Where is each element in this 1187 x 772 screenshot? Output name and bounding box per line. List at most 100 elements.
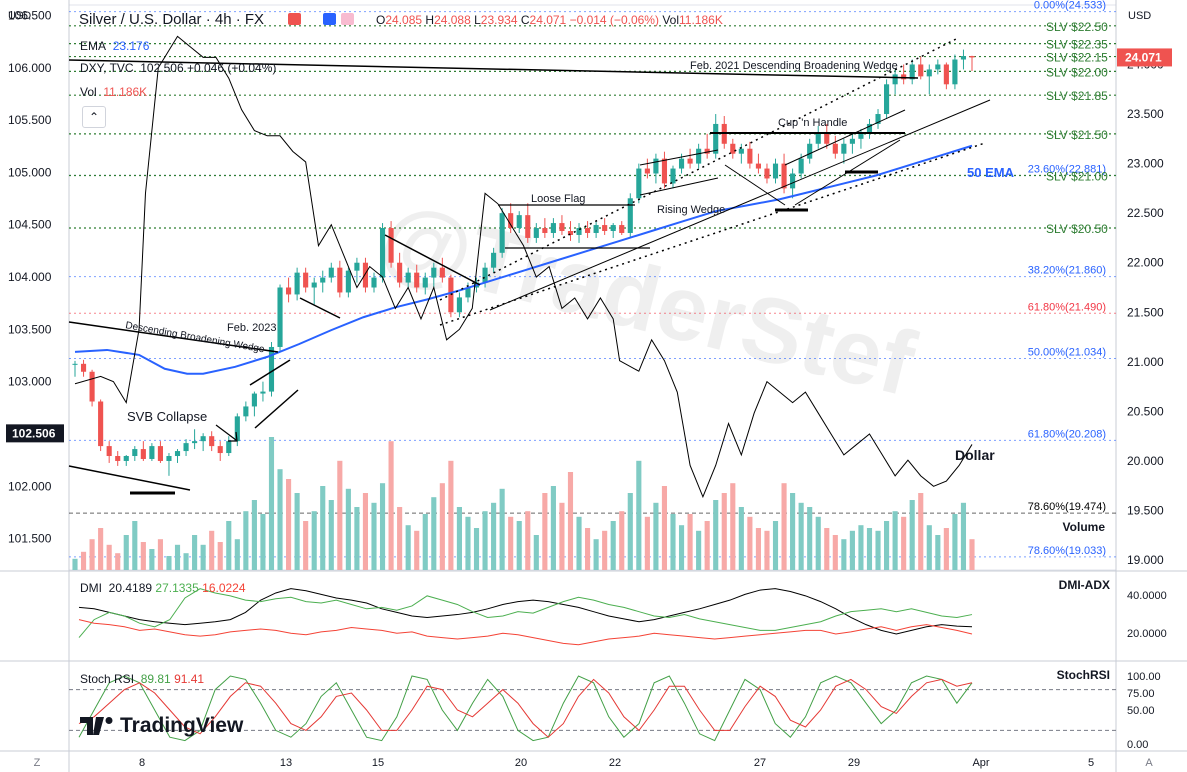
volume-bar [80,551,87,570]
candle-body [217,446,223,454]
candle-body [696,148,702,164]
candle-body [576,228,582,235]
fib-label: 50.00%(21.034) [1028,346,1106,358]
volume-bar [943,528,949,570]
candle-body [875,114,881,124]
volume-bar [337,460,343,570]
volume-bar [132,521,138,570]
dxy-price-label: 102.506 [12,426,56,440]
left-axis-tick: 103.500 [8,322,52,336]
fib-label: 61.80%(21.490) [1028,301,1106,313]
slv-level-label: SLV $22.15 [1046,51,1108,65]
candle-body [892,74,898,85]
market-status-icon[interactable] [323,13,336,25]
candle-body [559,223,565,231]
right-axis-tick: 22.000 [1127,256,1164,270]
dxy-legend[interactable]: DXY, TVC 102.506 +0.046 (+0.04%) [80,61,277,75]
volume-bar [473,528,480,570]
stoch-legend[interactable]: Stoch RSI 89.81 91.41 [80,672,205,686]
currency-left[interactable]: USD [8,10,32,22]
volume-bar [687,514,693,570]
volume-bar [192,535,198,570]
volume-bar [884,521,890,570]
volume-bar [824,528,830,570]
candle-body [328,267,334,278]
candle-body [286,287,292,295]
volume-bar [918,493,924,570]
candle-body [627,198,633,233]
x-axis-tick: 5 [1088,757,1094,769]
candle-body [132,449,138,457]
volume-bar [209,530,215,570]
volume-bar [123,535,129,570]
candle-body [790,173,796,189]
volume-legend[interactable]: Vol 11.186K [80,85,148,99]
volume-bar [525,511,531,570]
collapse-legend-chevron-icon[interactable]: ⌃ [82,106,106,128]
candle-body [781,163,787,189]
volume-bar [952,514,958,570]
candle-body [670,168,676,184]
volume-bar [926,525,932,570]
volume-bar [166,556,172,570]
auto-scale-icon: A [1145,757,1153,769]
trendline-drawing [639,177,719,196]
trendline-drawing [68,59,919,79]
dmi-axis-tick: 20.0000 [1127,628,1167,640]
volume-bar [661,486,668,570]
volume-bar [636,460,642,570]
symbol-flag-icon[interactable] [288,13,301,25]
volume-bar [140,542,146,570]
candle-body [106,446,112,457]
candle-body [764,168,770,179]
volume-bar [576,516,582,570]
candle-body [311,282,317,288]
candle-body [431,267,437,278]
volume-bar [397,507,403,570]
volume-bar [841,539,847,570]
candle-body [909,64,915,80]
candle-body [140,449,146,459]
fib-label: 78.60%(19.033) [1028,545,1106,557]
volume-bar [303,521,309,570]
candle-body [755,163,761,169]
volume-bar [106,544,112,570]
candle-body [388,228,394,263]
candle-body [243,406,249,417]
candle-body [456,297,462,313]
data-status-icon[interactable] [341,13,354,25]
candle-body [918,64,924,77]
currency-right[interactable]: USD [1128,10,1152,22]
candle-body [362,262,369,288]
candle-body [525,215,531,238]
right-axis-tick: 23.000 [1127,157,1164,171]
tradingview-logo-text: TradingView [120,714,244,737]
stoch-axis-tick: 100.00 [1127,671,1161,683]
right-axis-tick: 21.000 [1127,355,1164,369]
volume-bar [567,472,574,570]
candle-body [303,272,309,288]
candle-body [960,56,967,60]
trendline-drawing [384,234,481,286]
svb-arrow-head [228,431,238,442]
volume-bar [465,516,471,570]
volume-bar [371,502,377,570]
candle-body [149,446,155,459]
candle-body [824,133,830,144]
x-axis-tick: 29 [848,757,860,769]
candle-body [397,262,403,283]
volume-bar [499,488,505,570]
volume-bar [747,516,753,570]
volume-bar [585,528,591,570]
candle-body [516,215,522,229]
volume-bar [379,483,386,570]
trendline-drawing [299,297,341,319]
dmi-adx-label: DMI-ADX [1059,578,1110,592]
candle-body [585,228,591,233]
candle-body [542,228,548,233]
candle-body [72,363,78,365]
dmi-legend[interactable]: DMI 20.4189 27.1335 16.0224 [80,581,246,595]
ema-legend[interactable]: EMA 23.176 [80,39,150,53]
volume-bar [832,535,838,570]
